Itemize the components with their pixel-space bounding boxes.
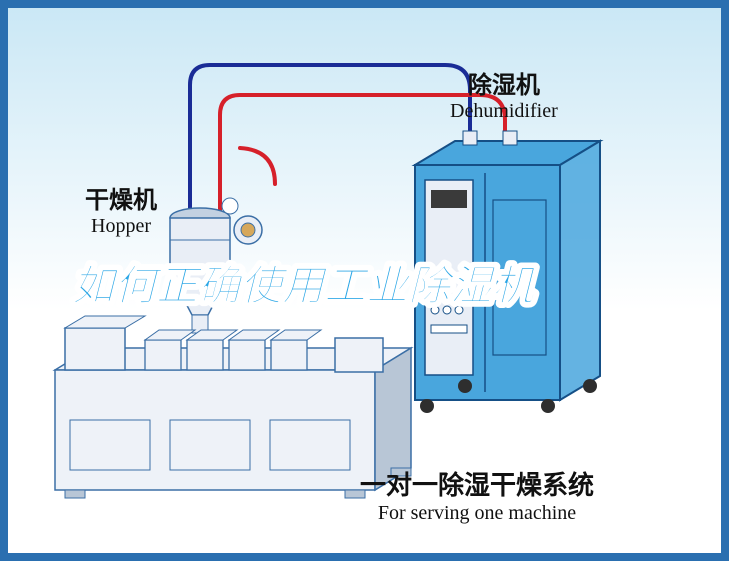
label-hopper-en: Hopper	[85, 215, 157, 238]
diagram-canvas: { "canvas": { "width": 729, "height": 56…	[0, 0, 729, 561]
label-dehumidifier: 除湿机 Dehumidifier	[450, 65, 558, 123]
label-dehumidifier-cn: 除湿机	[450, 65, 558, 100]
label-hopper-cn: 干燥机	[85, 180, 157, 215]
label-system: 一对一除湿干燥系统 For serving one machine	[360, 465, 594, 525]
label-dehumidifier-en: Dehumidifier	[450, 100, 558, 123]
extruder-machine	[55, 316, 411, 498]
dehumidifier-unit	[415, 131, 600, 413]
label-hopper: 干燥机 Hopper	[85, 180, 157, 238]
label-system-cn: 一对一除湿干燥系统	[360, 465, 594, 502]
label-system-en: For serving one machine	[360, 502, 594, 525]
